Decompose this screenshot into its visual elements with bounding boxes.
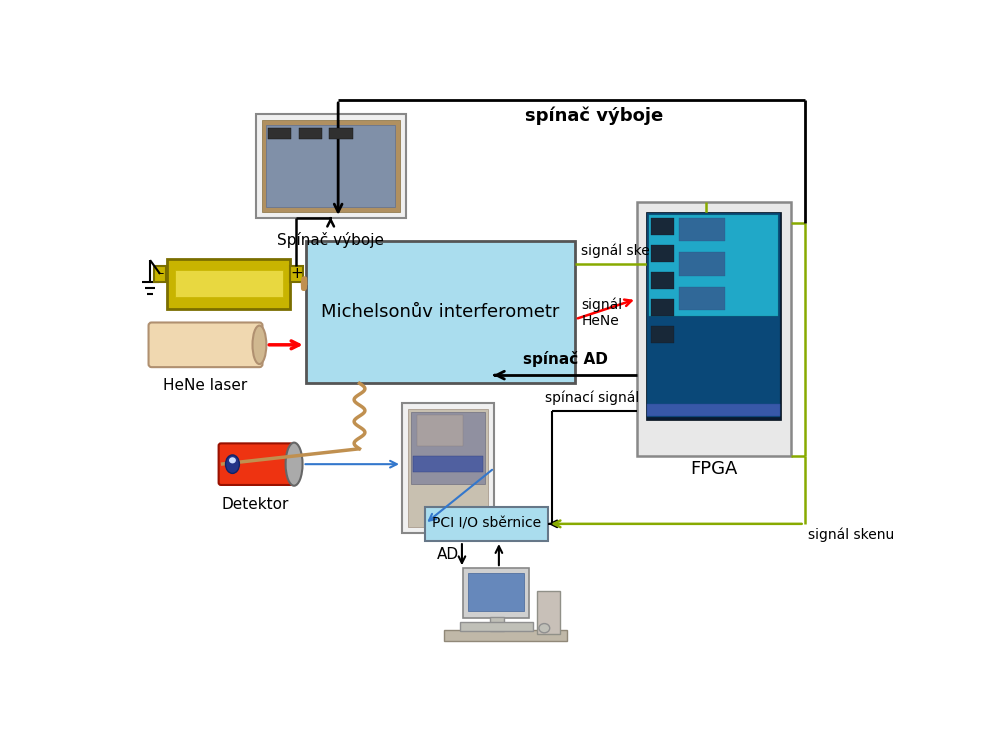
Bar xyxy=(650,245,673,262)
Text: spínací signál: spínací signál xyxy=(545,390,639,404)
Bar xyxy=(650,299,673,315)
Bar xyxy=(167,259,290,308)
Bar xyxy=(650,218,673,234)
Bar xyxy=(262,120,399,212)
Bar xyxy=(425,507,548,541)
Bar xyxy=(536,591,559,634)
Bar xyxy=(650,271,673,289)
Ellipse shape xyxy=(285,442,302,486)
Bar xyxy=(305,241,576,383)
Bar xyxy=(290,266,302,282)
Text: signál skenu: signál skenu xyxy=(808,528,895,542)
FancyBboxPatch shape xyxy=(148,323,262,367)
Bar xyxy=(445,630,568,641)
Bar xyxy=(408,409,488,528)
Bar xyxy=(298,128,322,139)
Bar xyxy=(330,128,353,139)
Text: HeNe laser: HeNe laser xyxy=(163,378,248,393)
Text: signál
HeNe: signál HeNe xyxy=(582,298,622,328)
Text: spínač výboje: spínač výboje xyxy=(525,106,663,125)
Bar xyxy=(417,415,464,446)
Bar xyxy=(468,573,524,612)
Bar xyxy=(491,618,504,631)
Bar xyxy=(266,125,395,207)
Bar xyxy=(649,215,778,316)
Bar xyxy=(174,270,282,297)
Text: AD: AD xyxy=(437,547,459,562)
Bar xyxy=(647,404,780,416)
Text: Spínač výboje: Spínač výboje xyxy=(277,231,384,248)
Bar xyxy=(256,114,405,218)
Bar xyxy=(268,128,291,139)
Bar xyxy=(679,287,726,310)
Bar xyxy=(413,457,483,472)
Text: signál skenu: signál skenu xyxy=(582,243,667,258)
Text: Detektor: Detektor xyxy=(222,497,289,512)
Bar xyxy=(647,213,780,417)
Bar xyxy=(460,622,533,631)
Bar xyxy=(646,212,781,420)
Bar xyxy=(154,266,166,282)
Text: –: – xyxy=(157,268,163,280)
Bar xyxy=(679,218,726,241)
Ellipse shape xyxy=(229,457,236,463)
Ellipse shape xyxy=(252,326,266,364)
Text: FPGA: FPGA xyxy=(690,460,738,479)
Ellipse shape xyxy=(539,624,549,633)
Text: Michelsonův interferometr: Michelsonův interferometr xyxy=(322,303,559,321)
Bar xyxy=(411,412,485,484)
Bar xyxy=(679,253,726,275)
Bar xyxy=(650,326,673,342)
Bar xyxy=(402,403,494,534)
Text: PCI I/O sběrnice: PCI I/O sběrnice xyxy=(432,517,541,531)
Bar xyxy=(464,568,529,618)
Text: +: + xyxy=(290,266,302,281)
Text: spínač AD: spínač AD xyxy=(523,352,608,367)
Bar xyxy=(637,203,790,457)
FancyBboxPatch shape xyxy=(219,443,292,485)
Ellipse shape xyxy=(226,455,240,473)
